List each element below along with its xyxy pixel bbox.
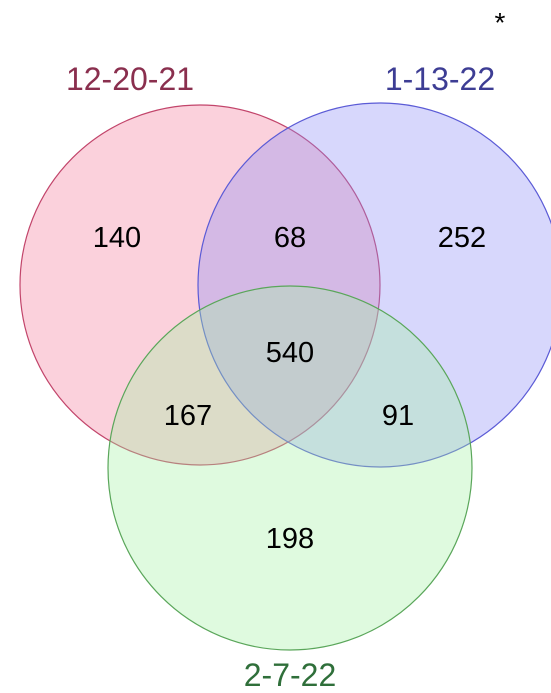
region-count-12-20-21-and-2-7-22: 167 — [164, 400, 212, 432]
region-count-1-13-22-and-2-7-22: 91 — [382, 400, 414, 432]
set-circle-2-7-22 — [107, 285, 473, 651]
asterisk-mark: * — [495, 7, 506, 38]
set-label-2-7-22: 2-7-22 — [244, 657, 337, 693]
set-label-12-20-21: 12-20-21 — [66, 61, 194, 97]
region-count-only-1-13-22: 252 — [438, 222, 486, 254]
region-count-only-12-20-21: 140 — [93, 222, 141, 254]
region-count-12-20-21-and-1-13-22: 68 — [274, 222, 306, 254]
set-circle-1-13-22 — [197, 102, 551, 468]
set-circle-12-20-21 — [19, 104, 381, 466]
region-count-all-three: 540 — [266, 337, 314, 369]
set-label-1-13-22: 1-13-22 — [385, 61, 495, 97]
region-count-only-2-7-22: 198 — [266, 523, 314, 555]
